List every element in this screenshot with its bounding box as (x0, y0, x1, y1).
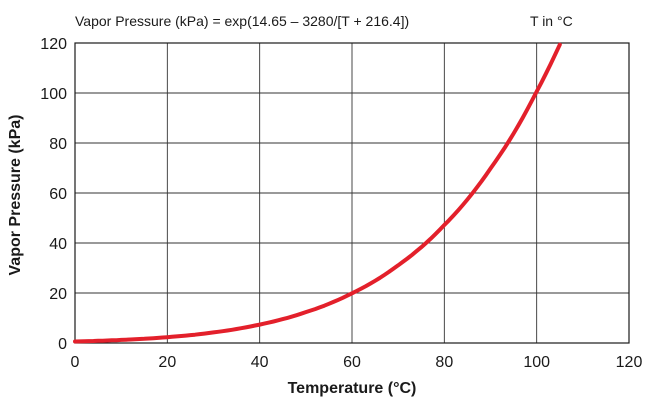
x-tick-label: 0 (71, 354, 80, 371)
vapor-pressure-curve (73, 42, 562, 344)
y-tick-labels: 0 20 40 60 80 100 120 (40, 36, 67, 353)
x-tick-label: 120 (616, 354, 643, 371)
x-tick-label: 60 (343, 354, 361, 371)
x-tick-label: 80 (435, 354, 453, 371)
x-tick-label: 100 (523, 354, 550, 371)
y-tick-label: 80 (49, 136, 67, 153)
grid-lines (74, 42, 630, 344)
x-tick-labels: 0 20 40 60 80 100 120 (71, 354, 643, 371)
y-axis-title: Vapor Pressure (kPa) (7, 115, 24, 276)
y-tick-label: 120 (40, 36, 67, 53)
chart-subtitle: T in °C (530, 13, 573, 29)
y-tick-label: 100 (40, 86, 67, 103)
y-tick-label: 60 (49, 186, 67, 203)
x-axis-title: Temperature (°C) (288, 380, 417, 397)
chart-title: Vapor Pressure (kPa) = exp(14.65 – 3280/… (75, 13, 409, 29)
y-tick-label: 40 (49, 236, 67, 253)
y-tick-label: 0 (58, 336, 67, 353)
y-tick-label: 20 (49, 286, 67, 303)
series-layer (73, 42, 562, 344)
plot-frame (74, 42, 630, 344)
x-tick-label: 40 (251, 354, 269, 371)
x-tick-label: 20 (158, 354, 176, 371)
